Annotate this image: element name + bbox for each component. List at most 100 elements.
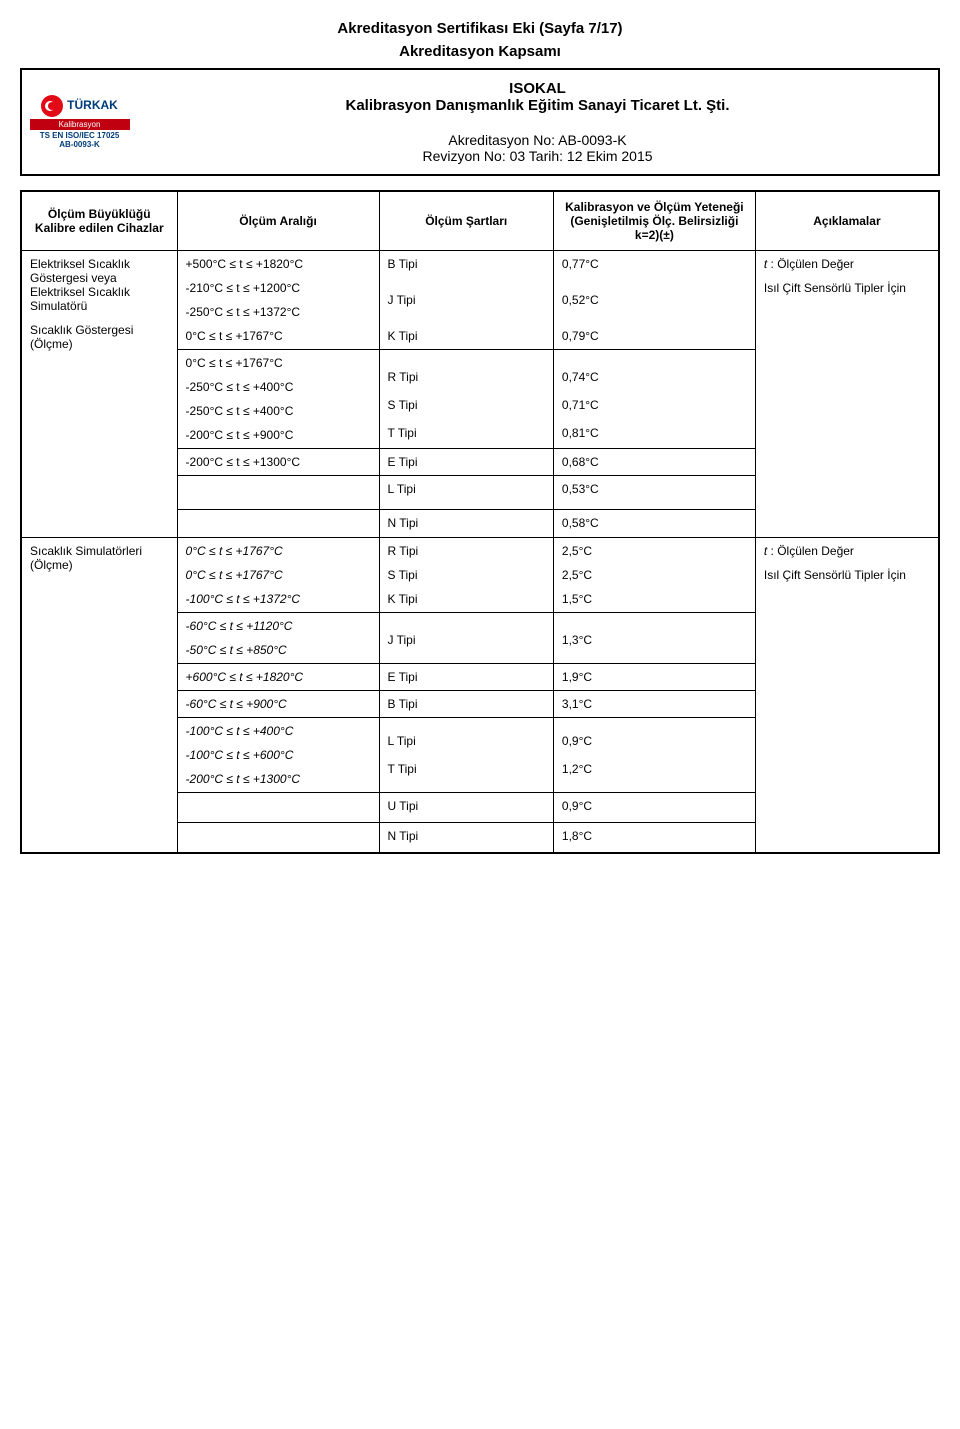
header-text: ISOKAL Kalibrasyon Danışmanlık Eğitim Sa… bbox=[137, 70, 938, 174]
range: -60°C ≤ t ≤ +900°C bbox=[186, 697, 371, 711]
value-cell: 0,77°C 0,52°C 0,79°C bbox=[553, 251, 755, 350]
value: 2,5°C bbox=[562, 568, 747, 582]
value: 0,9°C bbox=[562, 734, 747, 748]
type-cell: J Tipi bbox=[379, 613, 553, 664]
flag-icon bbox=[41, 95, 63, 117]
type-cell: N Tipi bbox=[379, 823, 553, 853]
type: N Tipi bbox=[388, 516, 545, 530]
type: B Tipi bbox=[388, 697, 545, 711]
type: T Tipi bbox=[388, 426, 545, 440]
type-cell: R Tipi S Tipi T Tipi bbox=[379, 350, 553, 449]
col-header-1: Ölçüm Büyüklüğü Kalibre edilen Cihazlar bbox=[21, 191, 177, 251]
device-label-2: Sıcaklık Göstergesi (Ölçme) bbox=[30, 323, 169, 351]
logo-ab: AB-0093-K bbox=[30, 140, 130, 149]
range: -100°C ≤ t ≤ +1372°C bbox=[186, 592, 371, 606]
value: 1,5°C bbox=[562, 592, 747, 606]
range-cell bbox=[177, 823, 379, 853]
type: S Tipi bbox=[388, 568, 545, 582]
range: -250°C ≤ t ≤ +400°C bbox=[186, 380, 371, 394]
turkak-logo: TÜRKAK Kalibrasyon TS EN ISO/IEC 17025 A… bbox=[30, 95, 130, 150]
value-cell: 1,9°C bbox=[553, 664, 755, 691]
logo-cell: TÜRKAK Kalibrasyon TS EN ISO/IEC 17025 A… bbox=[22, 70, 137, 174]
range-cell bbox=[177, 510, 379, 538]
col-header-2: Ölçüm Aralığı bbox=[177, 191, 379, 251]
note-text: : Ölçülen Değer bbox=[767, 544, 854, 558]
range: 0°C ≤ t ≤ +1767°C bbox=[186, 544, 371, 558]
range-cell bbox=[177, 476, 379, 510]
range: -250°C ≤ t ≤ +400°C bbox=[186, 404, 371, 418]
range: -200°C ≤ t ≤ +1300°C bbox=[186, 455, 371, 469]
value: 0,53°C bbox=[562, 482, 747, 496]
type-cell: E Tipi bbox=[379, 664, 553, 691]
range: -60°C ≤ t ≤ +1120°C bbox=[186, 619, 371, 633]
type: R Tipi bbox=[388, 544, 545, 558]
type: N Tipi bbox=[388, 829, 545, 843]
note: Isıl Çift Sensörlü Tipler İçin bbox=[764, 568, 930, 582]
header-box: TÜRKAK Kalibrasyon TS EN ISO/IEC 17025 A… bbox=[20, 68, 940, 176]
type: T Tipi bbox=[388, 762, 545, 776]
org-name: ISOKAL bbox=[153, 80, 922, 97]
value: 0,68°C bbox=[562, 455, 747, 469]
value: 0,71°C bbox=[562, 398, 747, 412]
value: 0,58°C bbox=[562, 516, 747, 530]
value-cell: 0,58°C bbox=[553, 510, 755, 538]
note: Isıl Çift Sensörlü Tipler İçin bbox=[764, 281, 930, 295]
type-cell: B Tipi bbox=[379, 691, 553, 718]
type-cell: R Tipi S Tipi K Tipi bbox=[379, 538, 553, 613]
range: -210°C ≤ t ≤ +1200°C bbox=[186, 281, 371, 295]
type-cell: E Tipi bbox=[379, 449, 553, 476]
note: t : Ölçülen Değer bbox=[764, 544, 930, 558]
value: 0,79°C bbox=[562, 329, 747, 343]
range: -200°C ≤ t ≤ +1300°C bbox=[186, 772, 371, 786]
akred-no: Akreditasyon No: AB-0093-K bbox=[153, 132, 922, 148]
range-cell bbox=[177, 793, 379, 823]
range: 0°C ≤ t ≤ +1767°C bbox=[186, 356, 371, 370]
range: 0°C ≤ t ≤ +1767°C bbox=[186, 329, 371, 343]
logo-kalibrasyon: Kalibrasyon bbox=[30, 119, 130, 130]
value: 0,52°C bbox=[562, 293, 747, 307]
table-header-row: Ölçüm Büyüklüğü Kalibre edilen Cihazlar … bbox=[21, 191, 939, 251]
range-cell: -60°C ≤ t ≤ +1120°C -50°C ≤ t ≤ +850°C bbox=[177, 613, 379, 664]
value-cell: 2,5°C 2,5°C 1,5°C bbox=[553, 538, 755, 613]
value-cell: 0,9°C bbox=[553, 793, 755, 823]
value-cell: 0,74°C 0,71°C 0,81°C bbox=[553, 350, 755, 449]
type: K Tipi bbox=[388, 329, 545, 343]
device-cell: Elektriksel Sıcaklık Göstergesi veya Ele… bbox=[21, 251, 177, 538]
logo-iso: TS EN ISO/IEC 17025 bbox=[30, 131, 130, 140]
type-cell: N Tipi bbox=[379, 510, 553, 538]
type-cell: L Tipi bbox=[379, 476, 553, 510]
type-cell: L Tipi T Tipi bbox=[379, 718, 553, 793]
range: -250°C ≤ t ≤ +1372°C bbox=[186, 305, 371, 319]
value-cell: 0,9°C 1,2°C bbox=[553, 718, 755, 793]
range: -50°C ≤ t ≤ +850°C bbox=[186, 643, 371, 657]
value-cell: 1,3°C bbox=[553, 613, 755, 664]
range: -200°C ≤ t ≤ +900°C bbox=[186, 428, 371, 442]
range-cell: 0°C ≤ t ≤ +1767°C -250°C ≤ t ≤ +400°C -2… bbox=[177, 350, 379, 449]
type-cell: B Tipi J Tipi K Tipi bbox=[379, 251, 553, 350]
notes-cell: t : Ölçülen Değer Isıl Çift Sensörlü Tip… bbox=[755, 251, 939, 538]
value: 0,74°C bbox=[562, 370, 747, 384]
range-cell: 0°C ≤ t ≤ +1767°C 0°C ≤ t ≤ +1767°C -100… bbox=[177, 538, 379, 613]
notes-cell: t : Ölçülen Değer Isıl Çift Sensörlü Tip… bbox=[755, 538, 939, 853]
type: U Tipi bbox=[388, 799, 545, 813]
type: R Tipi bbox=[388, 370, 545, 384]
type: J Tipi bbox=[388, 633, 545, 647]
logo-brand: TÜRKAK bbox=[67, 99, 118, 113]
table-row: Elektriksel Sıcaklık Göstergesi veya Ele… bbox=[21, 251, 939, 350]
device-label: Sıcaklık Simulatörleri (Ölçme) bbox=[30, 544, 169, 572]
type: K Tipi bbox=[388, 592, 545, 606]
page-subtitle: Akreditasyon Kapsamı bbox=[20, 43, 940, 60]
value: 0,77°C bbox=[562, 257, 747, 271]
value: 1,2°C bbox=[562, 762, 747, 776]
range: -100°C ≤ t ≤ +400°C bbox=[186, 724, 371, 738]
type: S Tipi bbox=[388, 398, 545, 412]
range: 0°C ≤ t ≤ +1767°C bbox=[186, 568, 371, 582]
range-cell: +500°C ≤ t ≤ +1820°C -210°C ≤ t ≤ +1200°… bbox=[177, 251, 379, 350]
value-cell: 3,1°C bbox=[553, 691, 755, 718]
col-header-5: Açıklamalar bbox=[755, 191, 939, 251]
value: 1,8°C bbox=[562, 829, 747, 843]
range-cell: +600°C ≤ t ≤ +1820°C bbox=[177, 664, 379, 691]
type: B Tipi bbox=[388, 257, 545, 271]
page-title: Akreditasyon Sertifikası Eki (Sayfa 7/17… bbox=[20, 20, 940, 37]
type: L Tipi bbox=[388, 482, 545, 496]
